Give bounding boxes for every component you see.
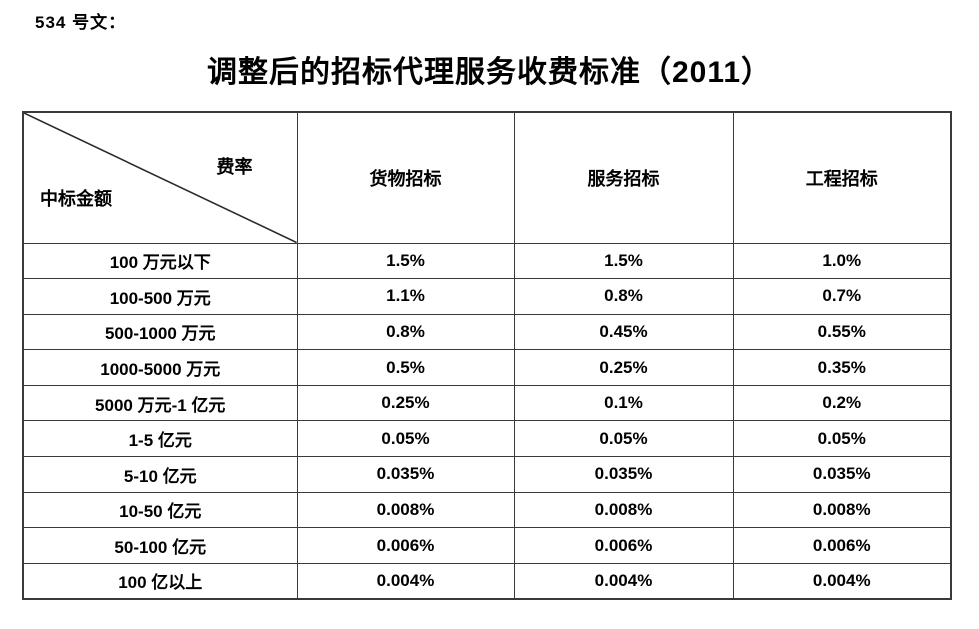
service-rate-cell: 0.004% (513, 562, 734, 600)
amount-range-cell: 100 亿以上 (22, 562, 298, 600)
table-row: 10-50 亿元 0.008% 0.008% 0.008% (22, 491, 952, 529)
fee-table: 费率 中标金额 货物招标 服务招标 工程招标 100 万元以下 1.5% 1.5… (22, 111, 952, 600)
amount-range-cell: 50-100 亿元 (22, 527, 298, 564)
engineering-rate-cell: 0.35% (732, 349, 952, 386)
goods-rate-cell: 1.1% (296, 278, 515, 315)
table-row: 1-5 亿元 0.05% 0.05% 0.05% (22, 420, 952, 458)
goods-rate-cell: 0.006% (296, 527, 515, 564)
amount-range-cell: 10-50 亿元 (22, 491, 298, 529)
engineering-rate-cell: 0.035% (732, 456, 952, 493)
service-rate-cell: 0.006% (513, 527, 734, 564)
table-row: 500-1000 万元 0.8% 0.45% 0.55% (22, 313, 952, 351)
engineering-rate-cell: 0.05% (732, 420, 952, 458)
goods-rate-cell: 0.008% (296, 491, 515, 529)
amount-range-cell: 5-10 亿元 (22, 456, 298, 493)
goods-rate-cell: 0.004% (296, 562, 515, 600)
corner-header-cell: 费率 中标金额 (22, 111, 298, 244)
service-rate-cell: 1.5% (513, 242, 734, 280)
column-header-goods: 货物招标 (296, 111, 515, 244)
amount-range-cell: 5000 万元-1 亿元 (22, 384, 298, 422)
doc-ref: 534 号文： (35, 13, 127, 32)
goods-rate-cell: 0.035% (296, 456, 515, 493)
engineering-rate-cell: 0.008% (732, 491, 952, 529)
service-rate-cell: 0.035% (513, 456, 734, 493)
amount-range-cell: 100 万元以下 (22, 242, 298, 280)
goods-rate-cell: 0.8% (296, 313, 515, 351)
engineering-rate-cell: 0.55% (732, 313, 952, 351)
engineering-rate-cell: 0.2% (732, 384, 952, 422)
engineering-rate-cell: 0.006% (732, 527, 952, 564)
engineering-rate-cell: 0.004% (732, 562, 952, 600)
service-rate-cell: 0.008% (513, 491, 734, 529)
corner-rate-label: 费率 (216, 157, 253, 177)
service-rate-cell: 0.45% (513, 313, 734, 351)
goods-rate-cell: 0.05% (296, 420, 515, 458)
table-row: 5-10 亿元 0.035% 0.035% 0.035% (22, 456, 952, 493)
table-header-row: 费率 中标金额 货物招标 服务招标 工程招标 (22, 111, 952, 244)
engineering-rate-cell: 1.0% (732, 242, 952, 280)
service-rate-cell: 0.05% (513, 420, 734, 458)
table-row: 100-500 万元 1.1% 0.8% 0.7% (22, 278, 952, 315)
amount-range-cell: 100-500 万元 (22, 278, 298, 315)
table-row: 100 万元以下 1.5% 1.5% 1.0% (22, 242, 952, 280)
service-rate-cell: 0.8% (513, 278, 734, 315)
amount-range-cell: 1-5 亿元 (22, 420, 298, 458)
table-row: 100 亿以上 0.004% 0.004% 0.004% (22, 562, 952, 600)
column-header-service: 服务招标 (513, 111, 734, 244)
page-title: 调整后的招标代理服务收费标准（2011） (206, 56, 773, 89)
goods-rate-cell: 0.25% (296, 384, 515, 422)
diagonal-divider (24, 113, 297, 243)
column-header-engineering: 工程招标 (732, 111, 952, 244)
engineering-rate-cell: 0.7% (732, 278, 952, 315)
table-row: 1000-5000 万元 0.5% 0.25% 0.35% (22, 349, 952, 386)
goods-rate-cell: 1.5% (296, 242, 515, 280)
table-row: 5000 万元-1 亿元 0.25% 0.1% 0.2% (22, 384, 952, 422)
amount-range-cell: 1000-5000 万元 (22, 349, 298, 386)
service-rate-cell: 0.1% (513, 384, 734, 422)
table-row: 50-100 亿元 0.006% 0.006% 0.006% (22, 527, 952, 564)
corner-amount-label: 中标金额 (40, 189, 112, 209)
amount-range-cell: 500-1000 万元 (22, 313, 298, 351)
service-rate-cell: 0.25% (513, 349, 734, 386)
goods-rate-cell: 0.5% (296, 349, 515, 386)
